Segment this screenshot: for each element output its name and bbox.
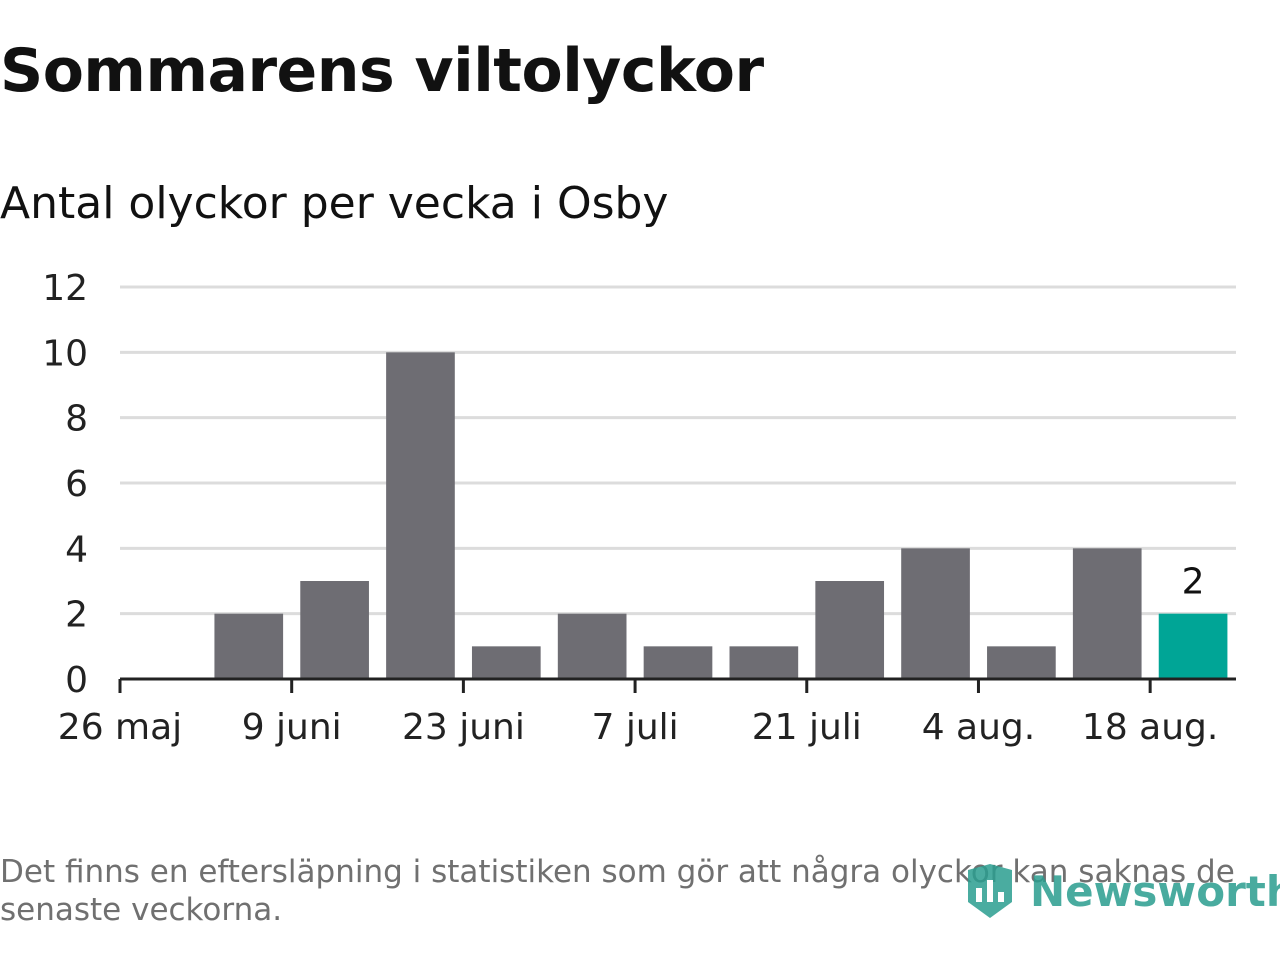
x-tick-label: 21 juli [752,707,862,748]
bar [471,646,541,679]
y-axis-ticks: 0 2 4 6 8 10 12 [42,268,88,701]
bar [987,646,1056,679]
x-tick-label: 26 maj [58,707,182,748]
bar [300,581,369,679]
bar [1072,548,1142,679]
x-axis-ticks: 26 maj 9 juni 23 juni 7 juli 21 juli 4 aug. 18… [58,679,1218,748]
chart-title: Sommarens viltolyckor [0,36,764,106]
x-tick-label: 4 aug. [922,707,1036,748]
bar [815,581,885,679]
brand-name: Newsworthy [1030,866,1280,916]
x-tick-label: 7 juli [591,707,678,748]
bar [557,613,627,679]
footnote: Det finns en eftersläpning i statistiken… [0,854,1235,928]
bar [643,646,713,679]
chart-subtitle: Antal olyckor per vecka i Osby [0,178,669,229]
y-tick-label: 8 [65,399,88,440]
data-labels: 2 [1182,562,1205,603]
gridlines [120,285,1236,616]
bar [386,352,455,679]
bar-highlight [1158,613,1228,679]
y-tick-label: 12 [42,268,88,309]
bar [214,613,284,679]
brand: Newsworthy [964,862,1280,920]
data-label: 2 [1182,562,1205,603]
y-tick-label: 2 [65,595,88,636]
y-tick-label: 4 [65,529,88,570]
bar-chart: 0 2 4 6 8 10 12 26 maj 9 juni 23 juni 7 juli 21 ju… [42,268,1236,748]
bar [729,646,799,679]
y-tick-label: 0 [65,660,88,701]
newsworthy-logo-icon [968,864,1012,918]
x-tick-label: 9 juni [242,707,342,748]
x-tick-label: 23 juni [402,707,525,748]
x-tick-label: 18 aug. [1082,707,1218,748]
bars [214,352,1228,679]
bar [901,548,970,679]
y-tick-label: 6 [65,464,88,505]
y-tick-label: 10 [42,333,88,374]
